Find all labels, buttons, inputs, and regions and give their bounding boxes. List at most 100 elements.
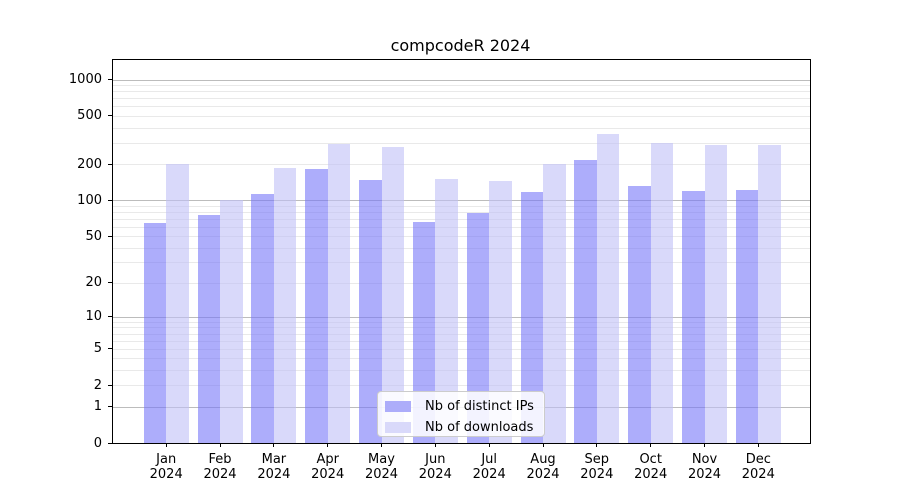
bar-sep-downloads xyxy=(596,133,620,443)
bar-jul-downloads xyxy=(489,180,512,443)
bar-apr-downloads xyxy=(327,144,351,443)
bar-dec-distinct-ips xyxy=(735,189,759,443)
x-tick-month: Mar xyxy=(261,452,287,467)
y-tick-label-5: 5 xyxy=(93,341,102,357)
bar-nov-distinct-ips xyxy=(682,190,705,443)
gridline-minor xyxy=(113,236,810,238)
x-tick-year: 2024 xyxy=(311,467,345,482)
x-tick-year: 2024 xyxy=(687,467,722,482)
x-tick-label-mar: Mar 2024 xyxy=(244,452,304,482)
bar-sep-distinct-ips xyxy=(574,160,597,443)
gridline-minor xyxy=(113,327,810,329)
bar-apr-distinct-ips xyxy=(305,168,328,443)
bar-mar-downloads xyxy=(273,168,297,443)
gridline-minor xyxy=(113,321,810,323)
x-tick-year: 2024 xyxy=(472,467,506,482)
gridline-minor xyxy=(113,127,810,129)
gridline-minor xyxy=(113,333,810,335)
legend-item-downloads: Nb of downloads xyxy=(385,417,544,438)
x-tick-label-jun: Jun 2024 xyxy=(405,452,465,482)
gridline-minor xyxy=(113,262,810,264)
x-tick-label-feb: Feb 2024 xyxy=(190,452,250,482)
x-tick-label-jan: Jan 2024 xyxy=(136,452,196,482)
x-tick-month: Sep xyxy=(584,452,610,467)
gridline-minor xyxy=(113,348,810,350)
bar-jan-downloads xyxy=(166,163,189,443)
x-tick-month: Apr xyxy=(316,452,339,467)
y-tick-label-2: 2 xyxy=(93,377,102,393)
x-tick-month: Jun xyxy=(425,452,446,467)
x-tick-year: 2024 xyxy=(364,467,399,482)
bar-feb-downloads xyxy=(220,200,243,443)
x-tick-year: 2024 xyxy=(580,467,614,482)
bar-oct-distinct-ips xyxy=(628,186,651,443)
y-tick-label-50: 50 xyxy=(85,228,102,244)
x-tick-month: Nov xyxy=(691,452,718,467)
y-tick-label-200: 200 xyxy=(77,156,102,172)
gridline-minor xyxy=(113,226,810,228)
gridline-minor xyxy=(113,282,810,284)
legend-swatch-distinct-ips-icon xyxy=(385,401,411,412)
x-tick-month: Feb xyxy=(208,452,232,467)
gridline-minor xyxy=(113,385,810,387)
x-tick-month: Jul xyxy=(481,452,498,467)
gridline-minor xyxy=(113,98,810,100)
legend: Nb of distinct IPs Nb of downloads xyxy=(377,391,545,437)
bar-mar-distinct-ips xyxy=(251,194,274,443)
bar-oct-downloads xyxy=(650,142,674,443)
x-tick-year: 2024 xyxy=(634,467,668,482)
bar-jan-distinct-ips xyxy=(143,222,167,443)
x-tick-label-nov: Nov 2024 xyxy=(675,452,735,482)
gridline-major xyxy=(113,200,810,202)
bar-may-downloads xyxy=(381,147,404,443)
x-tick-month: Dec xyxy=(745,452,771,467)
gridline-minor xyxy=(113,370,810,372)
gridline-minor xyxy=(113,142,810,144)
bar-jul-distinct-ips xyxy=(466,213,490,443)
gridline-minor xyxy=(113,85,810,87)
bar-aug-distinct-ips xyxy=(520,191,543,443)
x-tick-year: 2024 xyxy=(526,467,560,482)
x-tick-year: 2024 xyxy=(741,467,775,482)
y-tick-label-100: 100 xyxy=(77,192,102,208)
y-tick-label-500: 500 xyxy=(77,108,102,124)
legend-label-distinct-ips: Nb of distinct IPs xyxy=(425,399,534,414)
gridline-minor xyxy=(113,164,810,165)
legend-item-distinct-ips: Nb of distinct IPs xyxy=(385,396,544,417)
x-tick-label-sep: Sep 2024 xyxy=(567,452,627,482)
legend-swatch-downloads-icon xyxy=(385,422,411,433)
x-tick-label-may: May 2024 xyxy=(352,452,412,482)
legend-label-downloads: Nb of downloads xyxy=(425,420,534,435)
bar-aug-downloads xyxy=(543,163,566,443)
gridline-minor xyxy=(113,247,810,249)
gridline-minor xyxy=(113,205,810,207)
x-tick-label-dec: Dec 2024 xyxy=(728,452,788,482)
bar-feb-distinct-ips xyxy=(197,215,220,443)
plot-area: Nb of distinct IPs Nb of downloads xyxy=(112,59,811,444)
x-tick-year: 2024 xyxy=(203,467,237,482)
x-tick-month: May xyxy=(368,452,395,467)
chart-title: compcodeR 2024 xyxy=(390,36,531,55)
gridline-minor xyxy=(113,106,810,108)
x-tick-year: 2024 xyxy=(149,467,183,482)
y-tick-label-20: 20 xyxy=(85,275,102,291)
y-tick-label-10: 10 xyxy=(85,309,102,325)
gridline-major xyxy=(113,316,810,318)
x-tick-label-aug: Aug 2024 xyxy=(513,452,573,482)
bar-nov-downloads xyxy=(704,144,727,443)
gridline-minor xyxy=(113,218,810,220)
bar-jun-distinct-ips xyxy=(412,221,436,443)
grid-layer xyxy=(113,60,810,443)
x-tick-month: Oct xyxy=(639,452,662,467)
gridline-major xyxy=(113,79,810,81)
x-tick-label-apr: Apr 2024 xyxy=(298,452,358,482)
x-tick-label-jul: Jul 2024 xyxy=(459,452,519,482)
bar-jun-downloads xyxy=(435,179,458,443)
bar-dec-downloads xyxy=(758,144,781,443)
y-tick-label-1: 1 xyxy=(93,399,102,414)
gridline-minor xyxy=(113,211,810,213)
x-tick-year: 2024 xyxy=(418,467,452,482)
gridline-minor xyxy=(113,358,810,360)
x-tick-month: Jan xyxy=(156,452,177,467)
